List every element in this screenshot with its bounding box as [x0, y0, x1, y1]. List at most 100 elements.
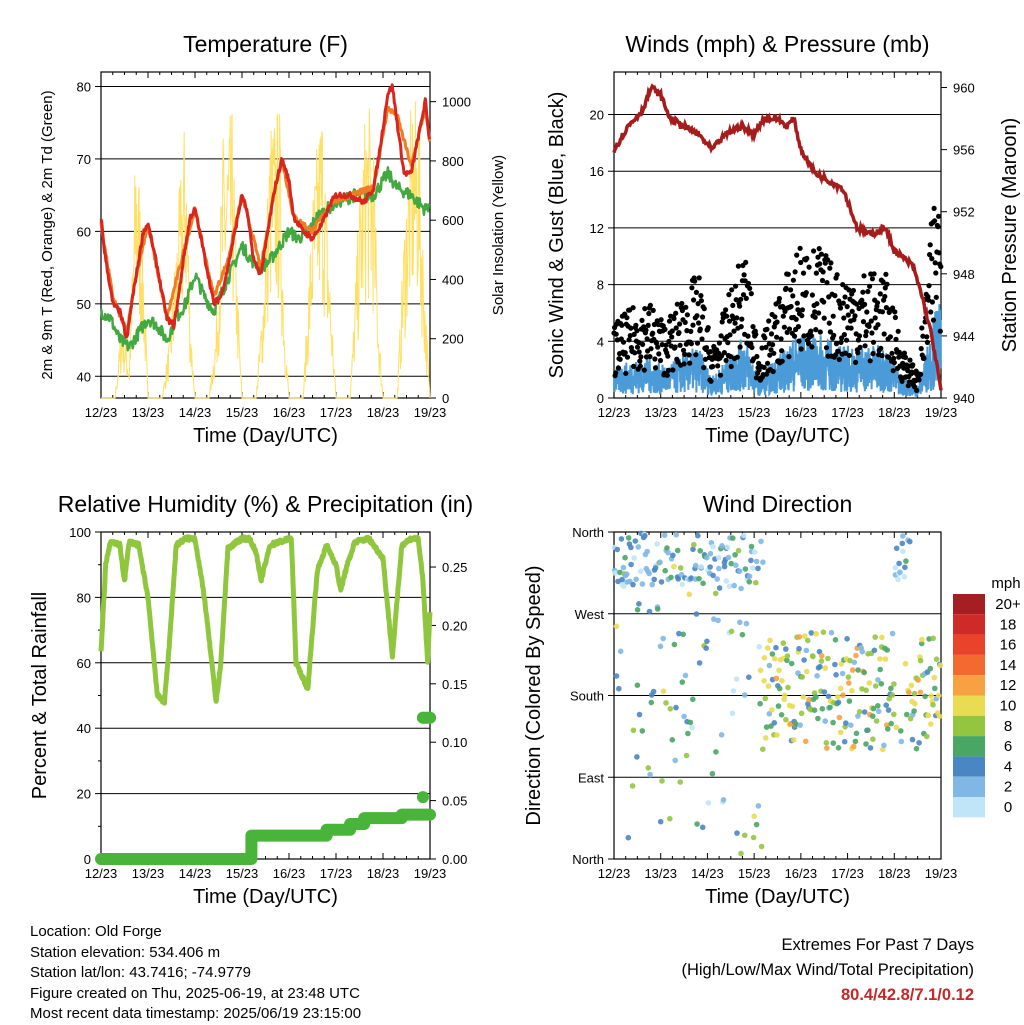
direction-point — [687, 719, 694, 726]
gust-point — [778, 336, 784, 342]
gust-point — [630, 305, 636, 311]
direction-point — [637, 568, 644, 575]
direction-point — [861, 669, 867, 676]
direction-point — [892, 564, 899, 571]
direction-point — [649, 581, 655, 588]
gust-point — [855, 337, 862, 343]
y-tick-label: West — [575, 607, 605, 622]
direction-point — [718, 732, 725, 738]
direction-point — [765, 683, 772, 689]
gust-point — [932, 218, 938, 224]
gust-point — [927, 242, 933, 248]
legend-label: 8 — [1004, 718, 1012, 735]
x-tick-label: 16/23 — [273, 866, 306, 881]
direction-point — [613, 623, 620, 630]
gust-point — [774, 319, 780, 325]
gust-point — [916, 377, 922, 383]
gust-point — [676, 330, 682, 336]
direction-point — [802, 633, 808, 639]
gust-point — [938, 264, 944, 270]
gust-point — [854, 301, 860, 307]
gust-point — [838, 339, 844, 345]
gust-point — [669, 328, 675, 334]
direction-point — [800, 694, 807, 700]
direction-point — [619, 576, 625, 583]
direction-point — [824, 745, 830, 751]
gust-point — [761, 364, 767, 370]
gust-point — [613, 370, 619, 376]
gust-point — [648, 346, 654, 352]
direction-point — [686, 591, 693, 598]
gust-point — [637, 363, 643, 369]
wind-panel: 12/23 13/23 14/23 15/23 16/23 17/23 18/23 19/23… — [546, 31, 1021, 447]
direction-point — [716, 565, 722, 572]
direction-point — [796, 634, 803, 640]
direction-point — [803, 647, 810, 654]
direction-point — [700, 580, 706, 587]
gust-point — [798, 259, 804, 266]
direction-point — [748, 557, 754, 564]
direction-point — [734, 830, 740, 836]
gust-point — [827, 265, 833, 271]
direction-point — [635, 544, 642, 550]
direction-point — [913, 745, 920, 752]
x-tick-label: 18/23 — [878, 866, 911, 881]
gust-point — [816, 246, 822, 252]
direction-point — [828, 629, 835, 636]
gust-point — [902, 354, 909, 360]
direction-point — [819, 653, 825, 659]
gust-point — [798, 346, 804, 352]
direction-point — [673, 532, 679, 538]
direction-point — [710, 543, 716, 550]
gust-point — [801, 333, 807, 339]
direction-point — [797, 722, 803, 728]
direction-point — [804, 668, 810, 675]
legend-label: 12 — [1000, 677, 1017, 694]
direction-point — [841, 738, 848, 745]
gust-point — [657, 357, 664, 364]
gust-point — [797, 245, 803, 251]
gust-point — [759, 345, 765, 351]
gust-point — [631, 363, 637, 369]
direction-point — [741, 692, 748, 698]
gust-point — [708, 378, 714, 384]
gust-point — [614, 337, 621, 343]
gust-point — [824, 280, 830, 286]
gust-point — [823, 345, 830, 351]
legend-swatch — [953, 654, 985, 676]
direction-point — [867, 745, 874, 751]
gust-point — [732, 320, 738, 326]
direction-point — [817, 663, 823, 670]
direction-point — [845, 674, 852, 680]
x-tick-label: 18/23 — [367, 405, 400, 420]
direction-point — [633, 576, 639, 583]
legend-label: 2 — [1004, 779, 1012, 796]
gust-point — [728, 353, 734, 360]
gust-point — [901, 350, 908, 356]
gust-point — [832, 293, 838, 299]
gust-point — [790, 293, 796, 299]
direction-point — [630, 581, 636, 588]
x-axis-label: Time (Day/UTC) — [193, 425, 338, 447]
direction-point — [893, 545, 900, 552]
gust-point — [849, 308, 855, 314]
direction-point — [630, 727, 637, 734]
x-axis-label: Time (Day/UTC) — [705, 425, 850, 447]
gust-point — [841, 332, 848, 338]
gust-point — [886, 354, 892, 360]
gust-point — [891, 355, 897, 361]
direction-point — [748, 543, 755, 550]
direction-point — [878, 681, 885, 687]
gust-point — [681, 361, 687, 367]
direction-point — [750, 565, 756, 571]
direction-point — [773, 644, 779, 651]
gust-point — [770, 342, 776, 348]
y2-tick-label: 0.20 — [442, 618, 467, 633]
direction-point — [677, 565, 684, 571]
gust-point — [770, 368, 776, 375]
temp-2m-series — [99, 83, 431, 339]
direction-point — [676, 630, 682, 637]
x-tick-label: 17/23 — [320, 405, 353, 420]
direction-point — [801, 657, 807, 663]
gust-point — [698, 298, 705, 304]
